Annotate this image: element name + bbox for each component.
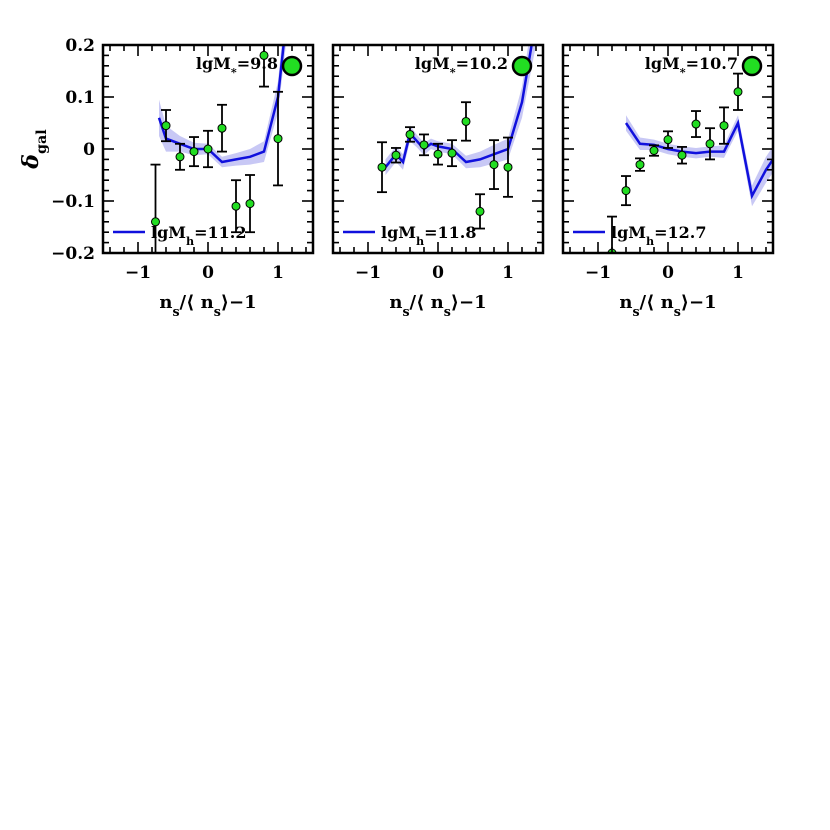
x-tick-label: 0: [432, 263, 444, 283]
legend-label: lgMh=12.7: [611, 223, 707, 248]
data-point: [461, 116, 471, 126]
x-axis-label: ns/⟨ ns⟩−1: [619, 292, 716, 319]
model-band: [385, 45, 536, 175]
data-point: [203, 144, 213, 154]
y-axis-label: δgal: [18, 129, 50, 170]
data-point: [677, 150, 687, 160]
y-tick-label: −0.2: [51, 244, 95, 264]
data-point: [719, 121, 729, 131]
data-point: [691, 119, 701, 129]
legend-label: lgMh=11.8: [381, 223, 477, 248]
panel-1: −1 0 1 −0.2 −0.1 0 0.1 0.2 ns/⟨ ns⟩−1 δgal lgM*=9.…: [18, 36, 315, 319]
x-tick-label: −1: [585, 263, 611, 283]
panel-marker: [741, 55, 763, 77]
data-point: [733, 87, 743, 97]
panel-mass-label: lgM*=9.8: [196, 54, 278, 79]
data-point: [217, 123, 227, 133]
data-point: [419, 140, 429, 150]
y-tick-label: −0.1: [51, 192, 95, 212]
model-line: [384, 45, 533, 168]
data-point: [231, 201, 241, 211]
x-tick-label: −1: [125, 263, 151, 283]
x-axis-label: ns/⟨ ns⟩−1: [389, 292, 486, 319]
panel-3: −1 0 1 ns/⟨ ns⟩−1 lgM*=10.7 lgMh=12.7: [561, 43, 775, 319]
panel-marker: [511, 55, 533, 77]
y-tick-label: 0.2: [65, 36, 95, 56]
x-tick-label: 0: [662, 263, 674, 283]
model-line: [157, 45, 285, 164]
x-axis-label: ns/⟨ ns⟩−1: [159, 292, 256, 319]
data-point: [621, 186, 631, 196]
y-tick-label: 0: [83, 140, 95, 160]
data-point: [189, 147, 199, 157]
data-point: [391, 150, 401, 160]
model-line: [624, 119, 773, 200]
data-point: [161, 121, 171, 131]
x-tick-label: 1: [502, 263, 514, 283]
data-point: [447, 148, 457, 158]
x-tick-label: −1: [355, 263, 381, 283]
panel-2: −1 0 1 ns/⟨ ns⟩−1 lgM*=10.2 lgMh=11.8: [331, 43, 545, 319]
model-band: [626, 115, 773, 207]
data-point: [377, 162, 387, 172]
data-point: [405, 129, 415, 139]
panel-mass-label: lgM*=10.7: [645, 54, 738, 79]
data-point: [175, 152, 185, 162]
x-tick-label: 1: [272, 263, 284, 283]
x-tick-label: 1: [732, 263, 744, 283]
x-tick-label: 0: [202, 263, 214, 283]
data-point: [635, 160, 645, 170]
data-point: [259, 50, 269, 60]
data-point: [489, 160, 499, 170]
data-point: [705, 139, 715, 149]
legend-label: lgMh=11.2: [151, 223, 247, 248]
data-point: [151, 217, 160, 227]
panel-mass-label: lgM*=10.2: [415, 54, 508, 79]
data-point: [245, 199, 255, 209]
data-point: [475, 206, 485, 216]
data-point: [649, 146, 659, 156]
data-point: [433, 149, 443, 159]
data-point: [663, 135, 673, 145]
data-point: [273, 134, 283, 144]
data-point: [503, 162, 513, 172]
y-tick-label: 0.1: [65, 88, 95, 108]
panel-marker: [281, 55, 303, 77]
